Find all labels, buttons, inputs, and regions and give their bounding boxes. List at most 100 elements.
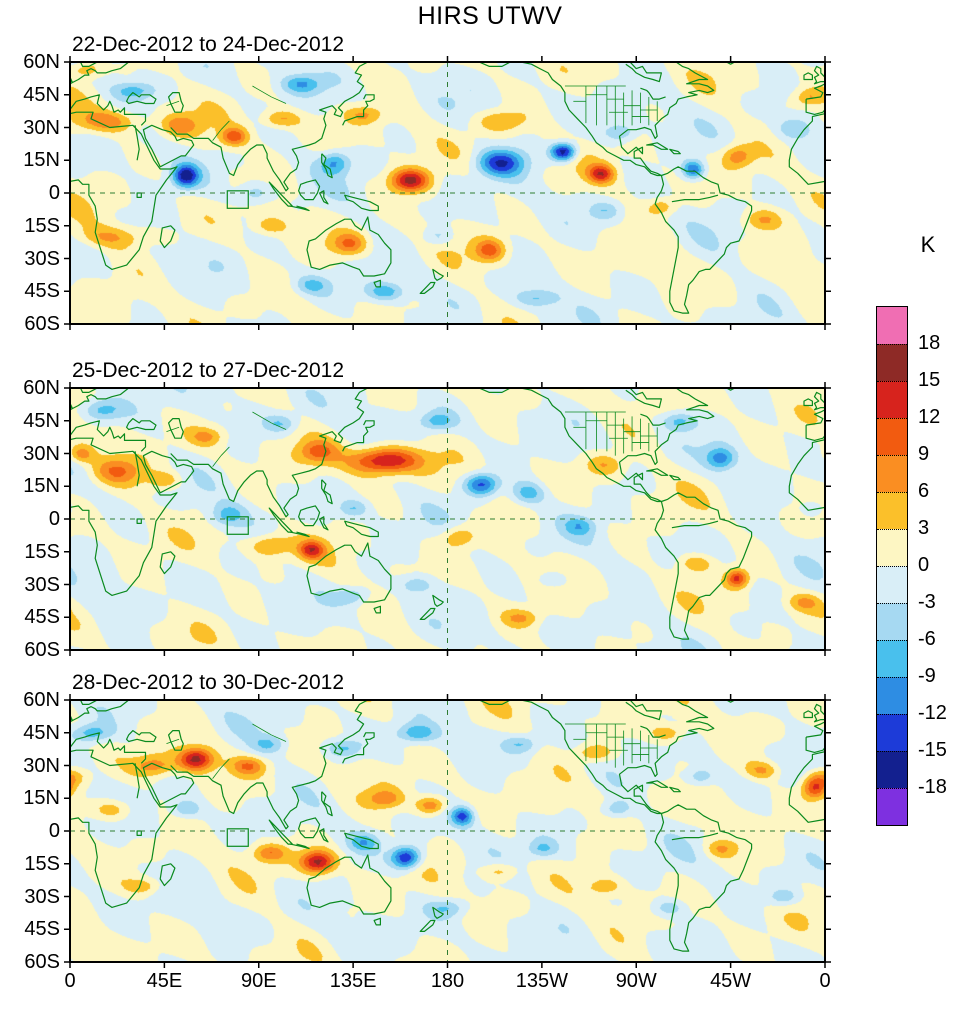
coastline — [321, 791, 333, 817]
border-line — [271, 422, 287, 430]
coastline — [342, 420, 375, 452]
map-frame — [69, 61, 826, 325]
lat-tick-label: 60N — [23, 51, 60, 73]
coastline — [79, 700, 98, 705]
lat-tick-label: 0 — [48, 182, 60, 204]
coastline — [268, 819, 293, 845]
lon-tick-label: 45W — [710, 970, 752, 992]
coastline — [669, 148, 681, 155]
coastline — [654, 166, 753, 314]
lat-tick-label: 30N — [23, 442, 60, 465]
border-line — [271, 734, 287, 742]
border-line — [252, 723, 272, 736]
coastline — [79, 388, 98, 393]
colorbar-cell — [877, 344, 907, 381]
lon-tick-label: 0 — [819, 970, 831, 992]
coastline — [126, 730, 157, 743]
coastline — [640, 725, 666, 738]
colorbar-tick-label: -15 — [918, 739, 947, 761]
coastline — [170, 62, 369, 192]
coastline — [134, 763, 140, 799]
coastline — [788, 439, 825, 511]
border-line — [220, 446, 230, 456]
border-line — [220, 758, 230, 768]
coastline — [788, 113, 825, 185]
coastline — [268, 181, 293, 207]
colorbar-tick-label: -18 — [918, 776, 947, 798]
coastline — [813, 391, 825, 411]
map-overlay — [64, 382, 831, 656]
coastline — [805, 425, 825, 441]
border-line — [212, 455, 222, 467]
coastline — [159, 225, 176, 249]
colorbar-tick-label: 6 — [918, 480, 930, 502]
lat-tick-label: 30S — [24, 573, 60, 596]
colorbar-tick-label: 0 — [918, 554, 930, 576]
coastline — [134, 125, 140, 161]
coastline — [669, 474, 681, 481]
coastline — [646, 468, 669, 476]
coastline — [142, 450, 195, 494]
coastline — [419, 281, 436, 294]
lat-tick-label: 45S — [24, 280, 60, 303]
coastline — [70, 388, 130, 411]
region-box — [226, 828, 249, 847]
coastline — [321, 479, 333, 505]
coastline — [813, 703, 825, 723]
colorbar-cell — [877, 492, 907, 529]
colorbar-cell — [877, 381, 907, 418]
map-overlay — [64, 694, 831, 968]
border-line — [252, 85, 272, 98]
coastline — [803, 710, 813, 719]
lat-tick-label: 0 — [48, 508, 60, 530]
coastline — [805, 99, 825, 115]
panel-3-map — [64, 694, 831, 968]
coastline — [170, 700, 369, 830]
coastline — [142, 762, 195, 806]
map-frame — [69, 387, 826, 651]
coastline — [70, 62, 130, 85]
colorbar-tick-label: 15 — [918, 369, 941, 391]
coastline — [625, 62, 662, 83]
border-line — [212, 129, 222, 141]
border-line — [271, 96, 287, 104]
panel-3-title: 28-Dec-2012 to 30-Dec-2012 — [72, 671, 344, 694]
coastline — [805, 737, 825, 753]
coastline — [321, 153, 333, 179]
coastline — [342, 732, 375, 764]
lon-tick-label: 90W — [615, 970, 657, 992]
lat-tick-label: 15N — [23, 787, 60, 810]
lat-tick-label: 45N — [23, 83, 60, 106]
coastline — [268, 507, 293, 533]
colorbar-cell — [877, 714, 907, 751]
colorbar-tick-label: -9 — [918, 665, 936, 687]
colorbar-tick-label: 18 — [918, 332, 941, 354]
colorbar-cell — [877, 529, 907, 566]
coastline — [70, 437, 178, 596]
coastline — [806, 409, 825, 426]
coastline — [168, 418, 184, 439]
colorbar-cell — [877, 788, 907, 825]
coastline — [70, 714, 73, 721]
coastline — [126, 418, 157, 431]
coastline — [136, 192, 142, 198]
coastline — [136, 518, 142, 524]
lat-tick-label: 45S — [24, 918, 60, 941]
coastline — [159, 551, 176, 575]
lat-tick-label: 15S — [24, 540, 60, 563]
colorbar-cell — [877, 603, 907, 640]
coastline — [290, 205, 310, 212]
lon-tick-label: 135E — [329, 970, 377, 992]
lon-tick-label: 90E — [240, 970, 277, 992]
coastline — [298, 505, 321, 527]
coastline — [319, 828, 329, 843]
coastline — [319, 190, 329, 205]
coastline — [70, 402, 73, 409]
colorbar-tick-label: 3 — [918, 517, 930, 539]
coastline — [298, 179, 321, 201]
lat-tick-label: 60S — [24, 313, 60, 335]
coastline — [640, 413, 666, 426]
coastline — [306, 854, 392, 915]
coastline — [126, 92, 157, 105]
